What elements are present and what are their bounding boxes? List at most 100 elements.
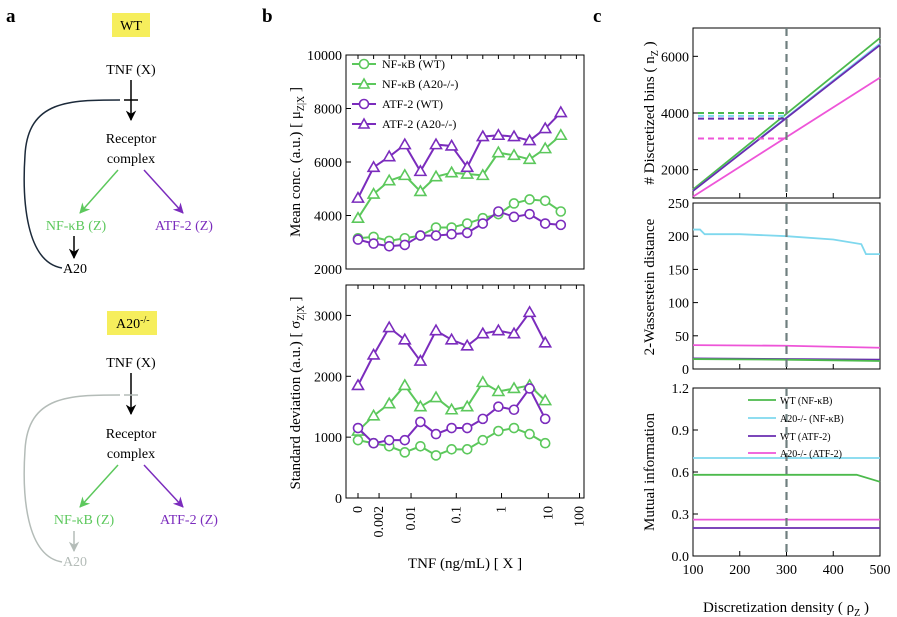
- b-xtick-label: 10: [541, 506, 556, 520]
- b-top-point: [508, 198, 520, 209]
- b-top-ytick-label: 10000: [307, 49, 342, 64]
- b-bottom-point: [460, 399, 475, 412]
- legend-atf2-wt: ATF-2 (WT): [382, 97, 443, 111]
- c-top-series-line: [692, 44, 881, 192]
- wt-tnf-node: TNF (X): [106, 63, 156, 78]
- b-top-point: [429, 137, 443, 150]
- b-bottom-point: [461, 422, 473, 434]
- ko-badge-sup: -/-: [140, 315, 149, 326]
- b-top-point: [493, 206, 504, 217]
- ko-badge: A20-/-: [116, 315, 150, 332]
- b-xtick-label: 0.002: [372, 506, 387, 538]
- wt-a20-node: A20: [63, 262, 87, 277]
- b-bottom-point: [368, 437, 379, 449]
- b-bottom-point: [539, 437, 551, 449]
- b-top-point: [382, 173, 397, 186]
- b-bottom-point: [397, 332, 412, 345]
- b-bottom-point: [413, 399, 428, 412]
- b-top-point: [539, 218, 551, 229]
- ko-a20-node: A20: [63, 555, 87, 570]
- c-mid-ytick-label: 50: [675, 330, 689, 345]
- b-top-ytick-label: 2000: [314, 263, 342, 278]
- b-bottom-point: [475, 375, 490, 388]
- b-top-point: [366, 160, 381, 173]
- legend-marker-nfkb-ko: [357, 77, 371, 89]
- b-top-point: [397, 137, 412, 150]
- chart-c-mid: 0 50 100 150 200 250 2-Wasserstein distance: [642, 197, 881, 378]
- b-top-ytick-label: 8000: [314, 103, 342, 118]
- b-top-point: [461, 218, 473, 229]
- b-bottom-point: [524, 383, 535, 394]
- chart-c-bottom-ylabel: Mutual information: [642, 413, 658, 531]
- b-top-point: [553, 105, 568, 118]
- b-bottom-point: [444, 332, 459, 345]
- b-bottom-point: [399, 447, 411, 458]
- ko-receptor-line2: complex: [107, 447, 155, 462]
- c-top-ytick-label: 4000: [661, 107, 689, 122]
- c-legend-atf2-ko: A20-/- (ATF-2): [780, 449, 842, 460]
- c-bottom-xtick-label: 300: [776, 563, 797, 578]
- ko-atf2-node: ATF-2 (Z): [160, 513, 218, 528]
- b-bottom-point: [430, 450, 442, 461]
- b-top-point: [351, 211, 365, 223]
- wt-badge: WT: [120, 19, 142, 34]
- b-bottom-point: [508, 404, 520, 416]
- c-bottom-ytick-label: 0.0: [672, 550, 690, 565]
- legend-marker-atf2-wt: [358, 98, 370, 110]
- wt-atf2-node: ATF-2 (Z): [155, 219, 213, 234]
- ko-feedback-curve: [23, 394, 121, 563]
- b-top-point: [553, 128, 568, 141]
- b-bottom-point: [446, 422, 457, 434]
- b-top-point: [522, 152, 537, 165]
- b-bottom-point: [477, 413, 489, 425]
- c-mid-ytick-label: 150: [668, 263, 689, 278]
- c-bottom-xtick-label: 400: [823, 563, 844, 578]
- b-top-point: [475, 168, 490, 181]
- b-top-point: [366, 187, 381, 199]
- b-bottom-point: [491, 323, 506, 336]
- chart-c-bottom: 0.0 0.3 0.6 0.9 1.2 100 200 300 400 500 Mutual in…: [642, 382, 891, 617]
- wt-nfkb-node: NF-κB (Z): [46, 219, 107, 234]
- c-mid-ytick-label: 0: [682, 363, 689, 378]
- b-xtick-label: 0.1: [449, 506, 464, 524]
- b-bottom-series-line: [357, 310, 547, 386]
- c-mid-ytick-label: 250: [668, 197, 689, 212]
- b-top-point: [368, 238, 379, 249]
- c-bottom-ytick-label: 0.3: [672, 508, 690, 523]
- b-bottom-point: [538, 335, 553, 348]
- panel-label-c: c: [593, 6, 601, 27]
- diagram-wt: WT TNF (X) Receptor complex NF-κB (Z) AT…: [23, 13, 213, 277]
- c-mid-ytick-label: 100: [668, 297, 689, 312]
- b-bottom-ytick-label: 0: [335, 492, 342, 507]
- c-bottom-series-line: [693, 473, 881, 483]
- c-legend-nfkb-wt: WT (NF-κB): [780, 396, 832, 407]
- legend-nfkb-wt: NF-κB (WT): [382, 57, 445, 71]
- b-bottom-point: [493, 401, 504, 413]
- b-top-ytick-label: 4000: [314, 210, 342, 225]
- diagram-ko: A20-/- TNF (X) Receptor complex NF-κB (Z…: [23, 311, 218, 570]
- b-top-point: [491, 145, 506, 158]
- c-bottom-xtick-label: 200: [729, 563, 750, 578]
- b-bottom-point: [475, 326, 490, 339]
- ko-badge-base: A20: [116, 317, 140, 332]
- ko-nfkb-node: NF-κB (Z): [54, 513, 115, 528]
- b-xtick-label: 100: [573, 506, 588, 527]
- chart-b-bottom: 0 1000 2000 3000 0 0.002 0.01 0.1 1 10 100 Standar…: [288, 284, 588, 572]
- wt-nfkb-arrow: [79, 169, 119, 214]
- legend-atf2-ko: ATF-2 (A20-/-): [382, 117, 456, 131]
- c-legend-atf2-wt: WT (ATF-2): [780, 432, 831, 443]
- c-legend-nfkb-ko: A20-/- (NF-κB): [780, 414, 844, 425]
- b-bottom-point: [399, 434, 411, 446]
- b-bottom-point: [415, 440, 426, 452]
- b-bottom-point: [382, 320, 397, 333]
- b-top-point: [413, 164, 428, 177]
- ko-atf2-arrow: [143, 464, 184, 508]
- c-bottom-ytick-label: 0.9: [672, 424, 690, 439]
- wt-feedback-curve: [23, 99, 121, 269]
- b-top-point: [507, 129, 521, 142]
- b-top-point: [475, 129, 490, 142]
- b-xtick-label: 1: [495, 506, 510, 513]
- b-top-point: [522, 133, 537, 146]
- b-top-point: [524, 194, 535, 205]
